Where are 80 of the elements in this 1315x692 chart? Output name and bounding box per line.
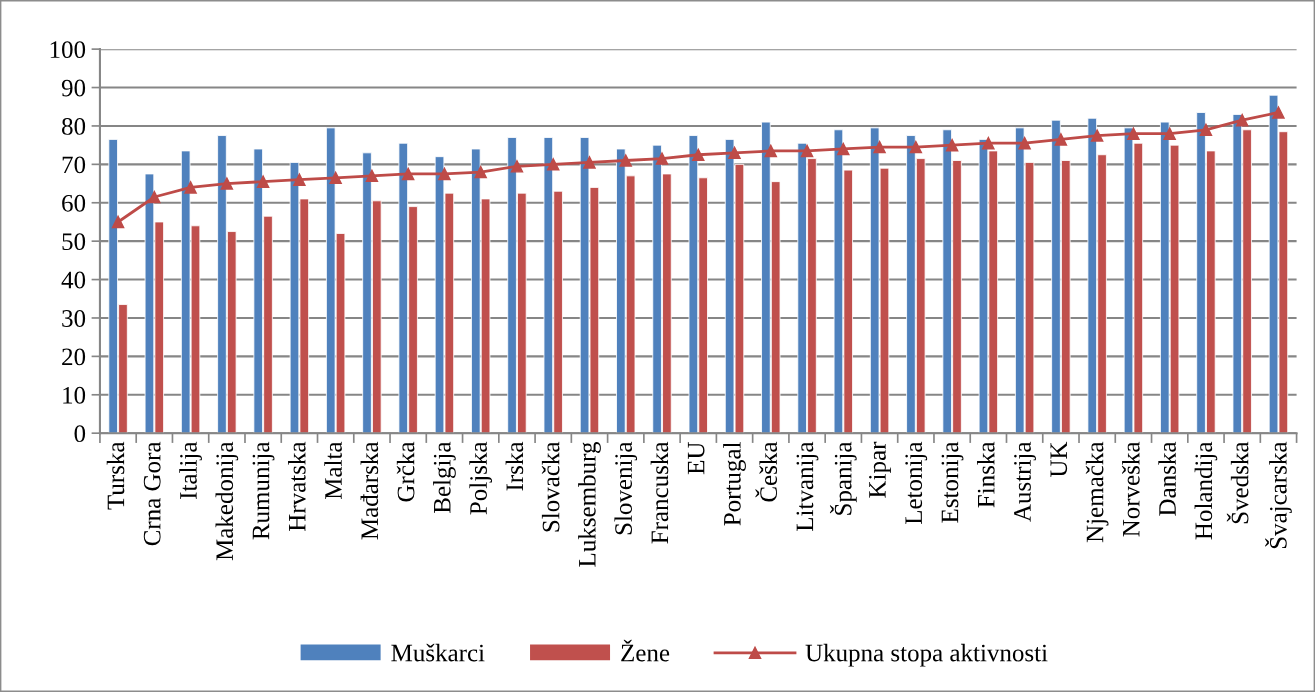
y-tick-label: 30 [62, 310, 86, 327]
point [438, 167, 451, 181]
x-tick-label: Belgija [433, 441, 456, 514]
y-tick-label: 70 [62, 156, 86, 174]
point [148, 190, 161, 204]
y-tick-label: 20 [62, 348, 86, 366]
point [1090, 129, 1104, 142]
x-tick-label: Norveška [1122, 441, 1140, 537]
point [1235, 113, 1249, 127]
x-tick-label: Letonija [905, 441, 928, 525]
point [546, 158, 560, 171]
x-tick-label: Malta [324, 441, 342, 500]
y-tick-label: 100 [50, 41, 86, 59]
x-tick-label: Estonija [941, 441, 964, 523]
x-tick-label: Mađarska [360, 441, 379, 540]
point [764, 144, 778, 158]
x-tick-label: Njemačka [1085, 441, 1109, 543]
y-tick-label: 40 [61, 271, 86, 289]
point [1199, 123, 1213, 137]
x-tick-label: UK [1050, 441, 1068, 478]
point [619, 154, 632, 167]
legend-label: Žene [621, 639, 670, 662]
y-tick-label: 50 [62, 233, 86, 251]
legend-label: Ukupna stopa aktivnosti [805, 643, 1048, 667]
x-tick-label: Švajcarska [1265, 441, 1292, 549]
point [1054, 133, 1068, 146]
point [365, 169, 379, 183]
x-tick-label: Poljska [469, 441, 493, 515]
point [256, 175, 270, 188]
x-tick-label: Italija [179, 441, 202, 499]
point [728, 146, 741, 160]
point [401, 167, 415, 181]
y-tick-label: 80 [62, 117, 86, 135]
point [583, 156, 596, 169]
y-tick-label: 10 [63, 386, 86, 404]
x-tick-label: Austrija [1014, 441, 1036, 522]
point [837, 142, 850, 156]
legend-label: Muškarci [391, 643, 485, 662]
point [1127, 127, 1140, 140]
x-tick-label: Finska [977, 441, 995, 508]
point [293, 173, 306, 186]
x-tick-label: Danska [1158, 441, 1176, 516]
y-tick-label: 60 [62, 194, 86, 212]
point [692, 148, 705, 161]
x-tick-label: Litvanija [796, 441, 819, 532]
x-tick-label: Turska [106, 441, 125, 510]
x-tick-label: Francuska [650, 441, 669, 544]
x-tick-label: EU [687, 442, 705, 475]
point [873, 140, 886, 154]
y-tick-label: 0 [74, 425, 86, 443]
point [909, 140, 923, 154]
point [220, 177, 234, 190]
x-tick-label: Hrvatska [288, 441, 306, 532]
point [800, 144, 814, 158]
x-tick-label: Španija [829, 441, 857, 515]
x-tick-label: Slovenija [614, 441, 638, 535]
x-tick-label: Kipar [869, 441, 891, 498]
x-tick-label: Češka [755, 441, 778, 502]
point [945, 138, 959, 152]
x-tick-label: Crna Gora [143, 441, 161, 546]
point [510, 160, 524, 173]
x-tick-label: Makedonija [215, 441, 239, 561]
point [474, 165, 487, 179]
x-tick-label: Grčka [396, 441, 415, 502]
x-tick-label: Švedska [1226, 441, 1249, 524]
x-tick-label: Rumunija [252, 441, 275, 540]
point [111, 215, 125, 229]
point [1163, 127, 1176, 140]
point [982, 136, 995, 150]
point [1018, 136, 1031, 150]
point [655, 152, 669, 165]
x-tick-label: Holandija [1194, 441, 1218, 540]
point [184, 181, 197, 194]
point [329, 171, 342, 185]
x-tick-label: Irska [505, 441, 524, 491]
x-tick-label: Portugal [723, 442, 746, 526]
x-tick-label: Slovačka [541, 441, 560, 532]
point [1272, 106, 1285, 119]
y-tick-label: 90 [61, 79, 86, 97]
x-tick-label: Luksemburg [578, 442, 601, 567]
